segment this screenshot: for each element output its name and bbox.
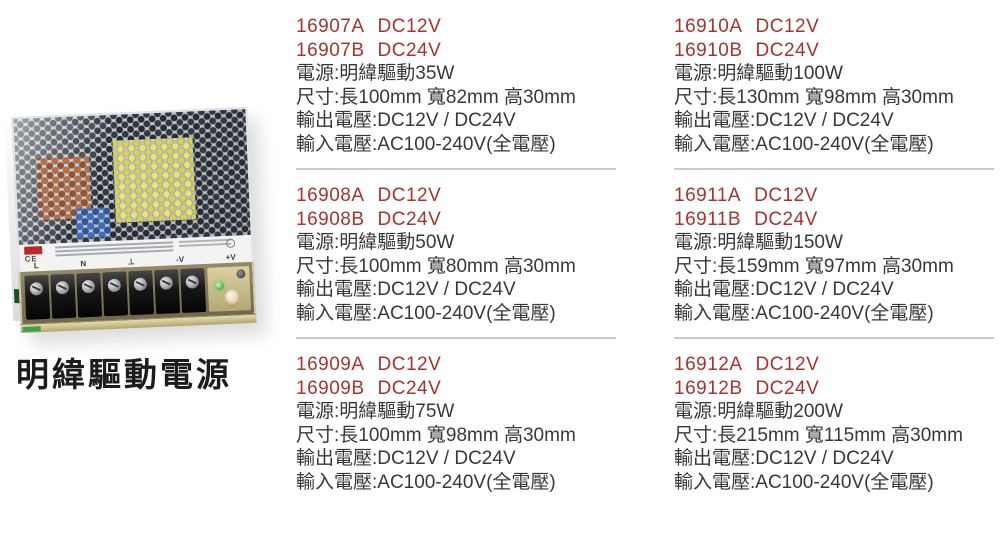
product-block-16911: 16911A DC12V 16911B DC24V 電源:明緯驅動150W 尺寸:長… (674, 184, 994, 339)
model-a-number: 16911A (674, 185, 742, 206)
spec-size: 尺寸:長159mm 寬97mm 高30mm (674, 255, 954, 277)
model-a-voltage: DC12V (377, 354, 442, 375)
screw-terminal (102, 271, 129, 317)
model-b-voltage: DC24V (377, 377, 442, 399)
model-a-voltage: DC12V (377, 185, 442, 206)
model-b-voltage: DC24V (377, 39, 442, 61)
product-block-16909: 16909A DC12V 16909B DC24V 電源:明緯驅動75W 尺寸:長1… (296, 353, 616, 506)
spec-size: 尺寸:長215mm 寬115mm 高30mm (674, 424, 963, 446)
spec-output: 輸出電壓:DC12V / DC24V (674, 279, 894, 300)
voltage-adjust-knob (224, 289, 240, 308)
terminal-label-n: N (80, 259, 87, 269)
spec-size: 尺寸:長100mm 寬82mm 高30mm (296, 86, 576, 108)
model-b-number: 16910B (674, 39, 743, 61)
model-a-voltage: DC12V (755, 354, 820, 375)
model-a-line: 16908A DC12V (296, 184, 616, 208)
psu-capacitor-patch (75, 207, 111, 239)
power-led-icon (214, 281, 225, 291)
model-b-number: 16907B (296, 39, 365, 61)
model-b-number: 16908B (296, 208, 365, 230)
screw-terminal (76, 272, 103, 318)
screw-terminal (180, 267, 207, 313)
pcb-edge (22, 326, 41, 332)
model-a-number: 16909A (296, 354, 365, 375)
certification-mark-icon (225, 238, 236, 249)
spec-power: 電源:明緯驅動100W (674, 63, 843, 84)
page-title: 明緯驅動電源 (16, 356, 232, 393)
spec-input: 輸入電壓:AC100-240V(全電壓) (674, 133, 934, 155)
model-b-line: 16908B DC24V (296, 208, 616, 232)
model-a-line: 16911A DC12V (674, 184, 994, 208)
screw-terminal (128, 270, 155, 316)
spec-power: 電源:明緯驅動200W (674, 401, 843, 422)
spec-input: 輸入電壓:AC100-240V(全電壓) (674, 471, 934, 493)
screw-terminal (154, 269, 181, 315)
model-a-voltage: DC12V (754, 185, 818, 206)
spec-power: 電源:明緯驅動35W (296, 63, 455, 84)
product-block-16912: 16912A DC12V 16912B DC24V 電源:明緯驅動200W 尺寸:長… (674, 353, 994, 506)
spec-output: 輸出電壓:DC12V / DC24V (674, 448, 894, 469)
endcap-screw-icon (236, 269, 246, 279)
product-block-16910: 16910A DC12V 16910B DC24V 電源:明緯驅動100W 尺寸:長… (674, 15, 994, 170)
model-b-line: 16912B DC24V (674, 377, 994, 401)
model-a-number: 16907A (296, 16, 365, 37)
model-a-line: 16909A DC12V (296, 353, 616, 377)
model-b-line: 16909B DC24V (296, 377, 616, 401)
model-b-voltage: DC24V (754, 208, 818, 230)
spec-input: 輸入電壓:AC100-240V(全電壓) (296, 302, 556, 324)
model-a-voltage: DC12V (377, 16, 442, 37)
model-b-voltage: DC24V (755, 39, 820, 61)
model-b-line: 16907B DC24V (296, 39, 616, 63)
spec-output: 輸出電壓:DC12V / DC24V (296, 110, 516, 131)
model-b-voltage: DC24V (377, 208, 442, 230)
spec-input: 輸入電壓:AC100-240V(全電壓) (296, 133, 556, 155)
spec-power: 電源:明緯驅動75W (296, 401, 455, 422)
spec-output: 輸出電壓:DC12V / DC24V (296, 279, 516, 300)
model-b-line: 16910B DC24V (674, 39, 994, 63)
model-a-voltage: DC12V (755, 16, 820, 37)
spec-output: 輸出電壓:DC12V / DC24V (296, 448, 516, 469)
psu-mesh-cover (11, 106, 253, 246)
model-b-number: 16911B (674, 208, 742, 230)
model-a-number: 16910A (674, 16, 743, 37)
model-b-line: 16911B DC24V (674, 208, 994, 232)
terminal-label-vminus: -V (175, 254, 185, 265)
psu-endcap (207, 266, 252, 312)
screw-terminal (50, 273, 77, 319)
spec-input: 輸入電壓:AC100-240V(全電壓) (674, 302, 934, 324)
model-a-line: 16910A DC12V (674, 15, 994, 39)
model-b-voltage: DC24V (755, 377, 820, 399)
psu-transformer-patch (112, 137, 197, 223)
product-photo: CE L N ⊥ -V +V (4, 106, 257, 334)
terminal-label-l: L (33, 261, 39, 271)
label-fineprint-right (178, 238, 232, 249)
model-a-number: 16912A (674, 354, 743, 375)
screw-terminal (24, 274, 51, 320)
spec-power: 電源:明緯驅動150W (674, 232, 843, 253)
model-b-number: 16912B (674, 377, 743, 399)
terminal-label-vplus: +V (225, 252, 236, 263)
spec-power: 電源:明緯驅動50W (296, 232, 455, 253)
spec-size: 尺寸:長100mm 寬80mm 高30mm (296, 255, 576, 277)
model-a-number: 16908A (296, 185, 365, 206)
model-a-line: 16907A DC12V (296, 15, 616, 39)
product-block-16907: 16907A DC12V 16907B DC24V 電源:明緯驅動35W 尺寸:長1… (296, 15, 616, 170)
spec-size: 尺寸:長100mm 寬98mm 高30mm (296, 424, 576, 446)
model-a-line: 16912A DC12V (674, 353, 994, 377)
spec-output: 輸出電壓:DC12V / DC24V (674, 110, 894, 131)
product-column-left: 16907A DC12V 16907B DC24V 電源:明緯驅動35W 尺寸:長1… (296, 15, 616, 506)
model-b-number: 16909B (296, 377, 365, 399)
spec-size: 尺寸:長130mm 寬98mm 高30mm (674, 86, 954, 108)
power-supply-unit: CE L N ⊥ -V +V (4, 106, 257, 334)
product-column-right: 16910A DC12V 16910B DC24V 電源:明緯驅動100W 尺寸:長… (674, 15, 994, 506)
terminal-label-ground: ⊥ (127, 257, 135, 267)
spec-input: 輸入電壓:AC100-240V(全電壓) (296, 471, 556, 493)
product-block-16908: 16908A DC12V 16908B DC24V 電源:明緯驅動50W 尺寸:長1… (296, 184, 616, 339)
